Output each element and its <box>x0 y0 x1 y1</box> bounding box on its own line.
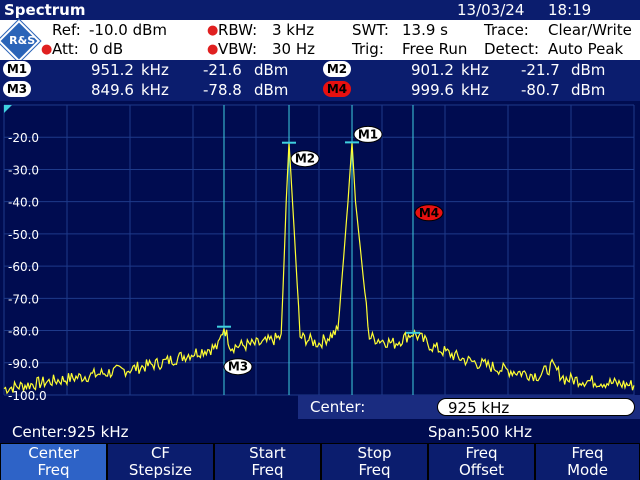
ref-label: Ref: <box>52 21 81 39</box>
marker-level: -80.7 <box>521 81 560 99</box>
y-tick-label: -60.0 <box>8 260 39 274</box>
y-tick-label: -20.0 <box>8 131 39 145</box>
marker-freq: 951.2 <box>91 61 134 79</box>
center-frequency-input[interactable]: 925 kHz <box>437 398 635 417</box>
softkey-freq-offset[interactable]: Freq Offset <box>429 444 534 480</box>
marker-badge-m1 <box>353 125 383 143</box>
marker-badge-m4[interactable]: M4 <box>323 81 351 97</box>
marker-level-unit: dBm <box>254 61 289 79</box>
softkey-cf-stepsize[interactable]: CF Stepsize <box>108 444 213 480</box>
y-tick-label: -50.0 <box>8 228 39 242</box>
att-value[interactable]: 0 dB <box>89 40 124 58</box>
marker-label: M2 <box>295 152 315 166</box>
ref-level-icon <box>4 105 12 113</box>
marker-freq-unit: kHz <box>461 81 489 99</box>
vbw-value[interactable]: 30 Hz <box>272 40 316 58</box>
marker-label: M1 <box>358 127 378 141</box>
softkey-freq-mode[interactable]: Freq Mode <box>536 444 639 480</box>
vbw-dot-icon: ● <box>207 42 219 57</box>
marker-level-unit: dBm <box>571 61 606 79</box>
vbw-label: VBW: <box>218 40 258 58</box>
marker-level: -78.8 <box>203 81 242 99</box>
y-tick-label: -80.0 <box>8 325 39 339</box>
trig-label: Trig: <box>352 40 384 58</box>
y-tick-label: -30.0 <box>8 163 39 177</box>
marker-badge-m1[interactable]: M1 <box>3 61 31 77</box>
softkey-bar: Center Freq CF Stepsize Start Freq Stop Freq… <box>0 443 640 480</box>
center-entry-label: Center: <box>310 398 366 416</box>
time-readout: 18:19 <box>548 1 592 19</box>
marker-row: M3 849.6 kHz -78.8 dBm M4 999.6 kHz -80.… <box>0 80 640 100</box>
ref-value[interactable]: -10.0 dBm <box>89 21 168 39</box>
marker-badge-m4 <box>414 204 444 222</box>
rbw-value[interactable]: 3 kHz <box>272 21 315 39</box>
y-tick-label: -90.0 <box>8 357 39 371</box>
att-label: Att: <box>52 40 79 58</box>
marker-row: M1 951.2 kHz -21.6 dBm M2 901.2 kHz -21.… <box>0 60 640 80</box>
y-tick-label: -100.0 <box>8 389 47 403</box>
marker-freq: 999.6 <box>411 81 454 99</box>
marker-badge-m2[interactable]: M2 <box>323 61 351 77</box>
spectrum-trace <box>3 142 635 395</box>
att-dot-icon: ● <box>41 42 53 57</box>
app-title: Spectrum <box>4 1 86 19</box>
detect-label: Detect: <box>484 40 540 58</box>
center-freq-status: Center:925 kHz <box>12 423 129 441</box>
y-tick-label: -70.0 <box>8 292 39 306</box>
spectrum-plot[interactable]: -20.0 -30.0 -40.0 -50.0 -60.0 -70.0 -80.0 -90.0… <box>0 101 640 419</box>
softkey-center-freq[interactable]: Center Freq <box>1 444 106 480</box>
settings-panel: R&S Ref: -10.0 dBm ● Att: 0 dB ● RBW: 3 … <box>0 18 640 64</box>
date-readout: 13/03/24 <box>457 1 525 19</box>
marker-level: -21.7 <box>521 61 560 79</box>
title-bar: Spectrum 13/03/24 18:19 <box>0 0 640 20</box>
marker-badge-m2 <box>290 150 320 168</box>
swt-value[interactable]: 13.9 s <box>402 21 448 39</box>
marker-label: M4 <box>419 206 439 220</box>
softkey-start-freq[interactable]: Start Freq <box>215 444 320 480</box>
status-line: Center:925 kHz Span:500 kHz <box>0 419 640 443</box>
marker-level: -21.6 <box>203 61 242 79</box>
marker-panel: M1 951.2 kHz -21.6 dBm M2 901.2 kHz -21.… <box>0 60 640 101</box>
marker-level-unit: dBm <box>571 81 606 99</box>
marker-freq: 849.6 <box>91 81 134 99</box>
marker-freq-unit: kHz <box>141 61 169 79</box>
span-status: Span:500 kHz <box>428 423 533 441</box>
rbw-dot-icon: ● <box>207 23 219 38</box>
detect-value[interactable]: Auto Peak <box>548 40 624 58</box>
softkey-stop-freq[interactable]: Stop Freq <box>322 444 427 480</box>
marker-freq: 901.2 <box>411 61 454 79</box>
marker-level-unit: dBm <box>254 81 289 99</box>
swt-label: SWT: <box>352 21 389 39</box>
marker-badge-m3 <box>223 358 253 376</box>
marker-badge-m3[interactable]: M3 <box>3 81 31 97</box>
rbw-label: RBW: <box>218 21 258 39</box>
spectrum-svg: -20.0 -30.0 -40.0 -50.0 -60.0 -70.0 -80.0 -90.0… <box>3 104 635 403</box>
trace-label: Trace: <box>484 21 529 39</box>
rs-logo-icon: R&S <box>0 18 42 64</box>
marker-label: M3 <box>228 360 248 374</box>
trace-value[interactable]: Clear/Write <box>548 21 632 39</box>
marker-freq-unit: kHz <box>141 81 169 99</box>
trig-value[interactable]: Free Run <box>402 40 468 58</box>
y-tick-label: -40.0 <box>8 196 39 210</box>
marker-freq-unit: kHz <box>461 61 489 79</box>
